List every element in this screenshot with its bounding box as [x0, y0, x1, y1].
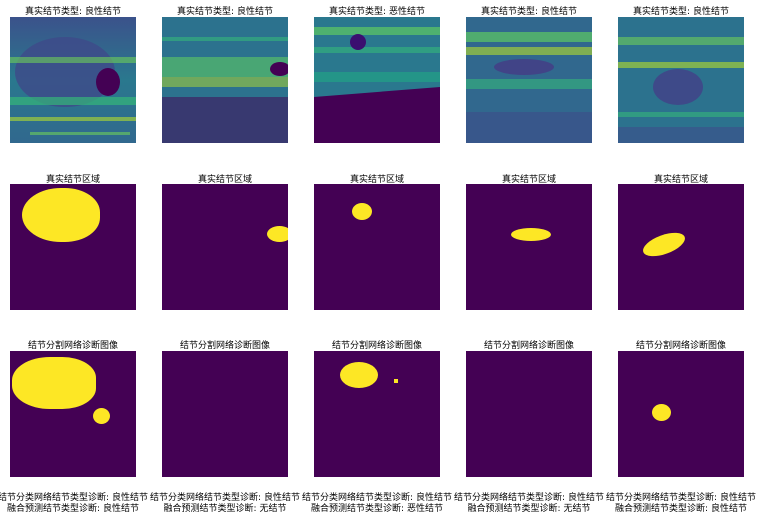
- fusion-diagnosis: 融合预测结节类型诊断: 无结节: [150, 504, 300, 515]
- fusion-diagnosis: 融合预测结节类型诊断: 恶性结节: [302, 504, 452, 515]
- classification-diagnosis: 结节分类网络结节类型诊断: 良性结节: [302, 493, 452, 504]
- row3-title-1: 结节分割网络诊断图像: [28, 338, 118, 351]
- ground-truth-mask-1: [10, 184, 136, 310]
- diagnosis-caption-4: 结节分类网络结节类型诊断: 良性结节 融合预测结节类型诊断: 无结节: [454, 493, 604, 515]
- predicted-region: [12, 357, 96, 409]
- fusion-diagnosis: 融合预测结节类型诊断: 良性结节: [0, 504, 148, 515]
- segmentation-output-2: [162, 351, 288, 477]
- predicted-region: [652, 404, 671, 421]
- diagnosis-caption-1: 结节分类网络结节类型诊断: 良性结节 融合预测结节类型诊断: 良性结节: [0, 493, 148, 515]
- segmentation-output-3: [314, 351, 440, 477]
- classification-diagnosis: 结节分类网络结节类型诊断: 良性结节: [454, 493, 604, 504]
- row3-title-4: 结节分割网络诊断图像: [484, 338, 574, 351]
- ultrasound-image-5: [618, 17, 744, 143]
- segmentation-output-1: [10, 351, 136, 477]
- row3-title-5: 结节分割网络诊断图像: [636, 338, 726, 351]
- predicted-region: [340, 362, 378, 388]
- ultrasound-image-1: [10, 17, 136, 143]
- ground-truth-mask-3: [314, 184, 440, 310]
- ground-truth-mask-4: [466, 184, 592, 310]
- ultrasound-image-2: [162, 17, 288, 143]
- classification-diagnosis: 结节分类网络结节类型诊断: 良性结节: [0, 493, 148, 504]
- ultrasound-image-3: [314, 17, 440, 143]
- row1-title-2: 真实结节类型: 良性结节: [177, 4, 273, 17]
- ground-truth-mask-2: [162, 184, 288, 310]
- diagnosis-caption-2: 结节分类网络结节类型诊断: 良性结节 融合预测结节类型诊断: 无结节: [150, 493, 300, 515]
- predicted-region: [394, 379, 398, 383]
- diagnosis-caption-5: 结节分类网络结节类型诊断: 良性结节 融合预测结节类型诊断: 良性结节: [606, 493, 756, 515]
- segmentation-output-5: [618, 351, 744, 477]
- fusion-diagnosis: 融合预测结节类型诊断: 无结节: [454, 504, 604, 515]
- nodule-region: [511, 228, 551, 241]
- row3-title-3: 结节分割网络诊断图像: [332, 338, 422, 351]
- nodule-region: [22, 188, 100, 242]
- diagnosis-caption-3: 结节分类网络结节类型诊断: 良性结节 融合预测结节类型诊断: 恶性结节: [302, 493, 452, 515]
- nodule-region: [640, 228, 688, 261]
- nodule-region: [267, 226, 288, 242]
- row1-title-3: 真实结节类型: 恶性结节: [329, 4, 425, 17]
- nodule-region: [352, 203, 372, 220]
- ground-truth-mask-5: [618, 184, 744, 310]
- classification-diagnosis: 结节分类网络结节类型诊断: 良性结节: [150, 493, 300, 504]
- segmentation-output-4: [466, 351, 592, 477]
- fusion-diagnosis: 融合预测结节类型诊断: 良性结节: [606, 504, 756, 515]
- ultrasound-image-4: [466, 17, 592, 143]
- predicted-region: [93, 408, 110, 424]
- classification-diagnosis: 结节分类网络结节类型诊断: 良性结节: [606, 493, 756, 504]
- row1-title-1: 真实结节类型: 良性结节: [25, 4, 121, 17]
- row1-title-5: 真实结节类型: 良性结节: [633, 4, 729, 17]
- row1-title-4: 真实结节类型: 良性结节: [481, 4, 577, 17]
- row3-title-2: 结节分割网络诊断图像: [180, 338, 270, 351]
